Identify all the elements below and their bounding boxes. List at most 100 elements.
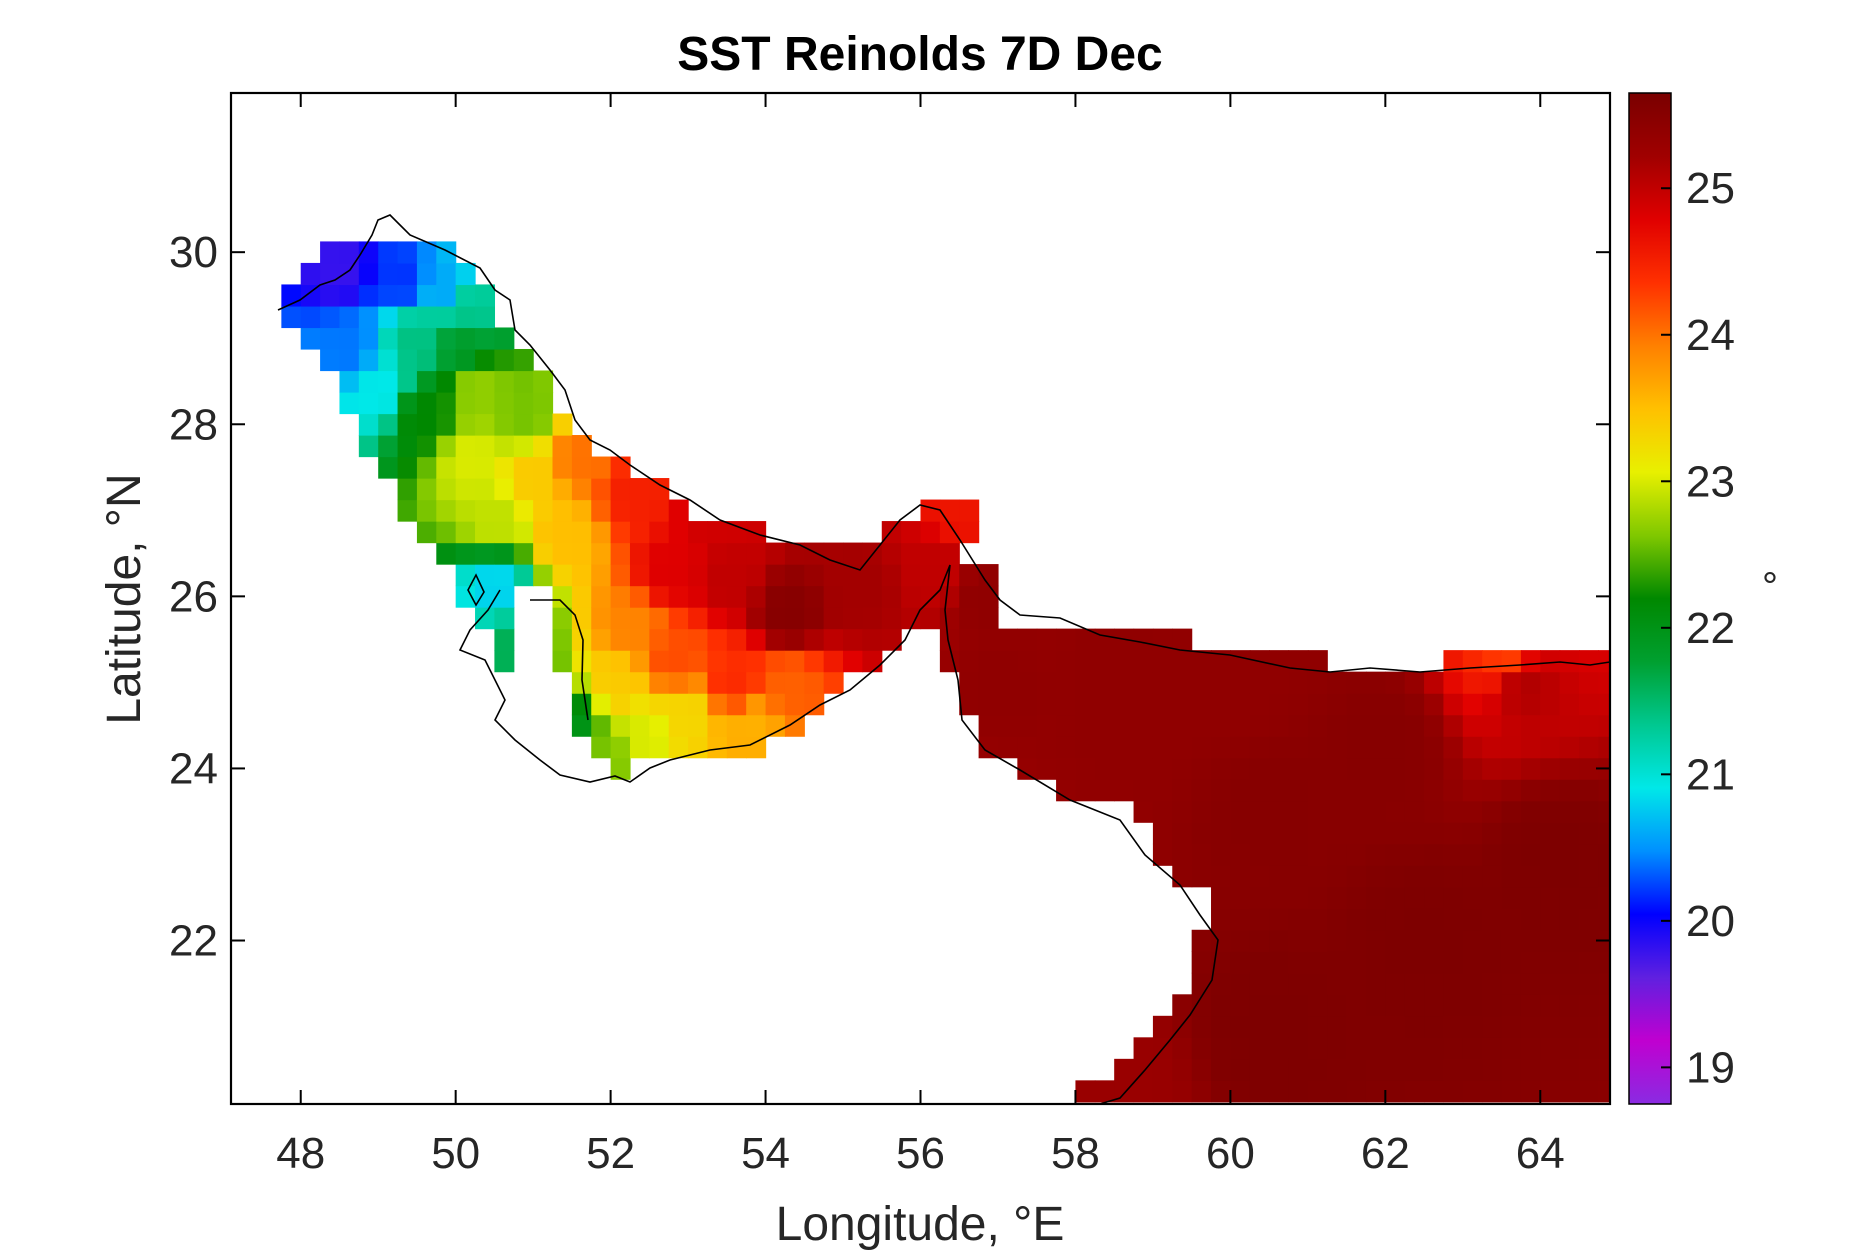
sst-cell <box>668 714 689 737</box>
sst-cell <box>1269 994 1290 1017</box>
sst-cell <box>552 456 573 479</box>
sst-cell <box>920 585 941 608</box>
sst-cell <box>1404 736 1425 759</box>
sst-cell <box>649 542 670 565</box>
sst-cell <box>1211 972 1231 995</box>
sst-cell <box>1501 865 1522 888</box>
sst-cell <box>1133 779 1154 802</box>
sst-cell <box>1327 929 1348 952</box>
sst-cell <box>455 413 476 436</box>
sst-cell <box>1482 843 1503 866</box>
sst-cell <box>358 241 379 264</box>
sst-cell <box>1462 736 1483 759</box>
sst-cell <box>1269 650 1290 673</box>
sst-cell <box>997 714 1018 737</box>
sst-cell <box>1230 757 1251 780</box>
sst-cell <box>1540 994 1561 1017</box>
sst-cell <box>746 628 767 651</box>
sst-cell <box>629 585 650 608</box>
sst-cell <box>1211 736 1231 759</box>
sst-cell <box>513 478 534 501</box>
sst-cell <box>1307 779 1328 802</box>
sst-cell <box>1172 1080 1193 1103</box>
sst-cell <box>726 714 747 737</box>
sst-cell <box>1385 972 1406 995</box>
sst-cell <box>1385 800 1406 823</box>
sst-cell <box>843 585 863 608</box>
sst-cell <box>552 542 573 565</box>
sst-cell <box>591 736 612 759</box>
sst-cell <box>1288 1080 1309 1103</box>
sst-cell <box>1482 994 1503 1017</box>
sst-cell <box>1443 757 1464 780</box>
x-axis: 48 50 52 54 56 58 60 62 64 <box>276 93 1565 1178</box>
sst-cell <box>707 671 728 694</box>
sst-cell <box>1559 1015 1580 1038</box>
sst-cell <box>765 714 786 737</box>
sst-cell <box>784 693 805 716</box>
sst-cell <box>571 714 592 737</box>
sst-cell <box>1211 822 1231 845</box>
sst-cell <box>1559 1037 1580 1060</box>
sst-cell <box>1520 929 1541 952</box>
sst-cell <box>629 628 650 651</box>
sst-cell <box>1579 951 1599 974</box>
sst-cell <box>475 499 496 522</box>
sst-cell <box>1191 714 1212 737</box>
sst-cell <box>1520 908 1541 931</box>
sst-cell <box>1598 1037 1610 1060</box>
sst-cell <box>416 305 437 329</box>
sst-cell <box>1269 714 1290 737</box>
sst-cell <box>668 564 689 587</box>
sst-cell <box>1462 972 1483 995</box>
sst-cell <box>1365 1080 1386 1103</box>
sst-cell <box>1307 951 1328 974</box>
sst-cell <box>1327 1058 1348 1081</box>
sst-cell <box>320 327 341 350</box>
sst-cell <box>997 650 1018 673</box>
sst-cell <box>959 650 980 673</box>
sst-cell <box>1191 1015 1212 1038</box>
sst-cell <box>1307 736 1328 759</box>
sst-cell <box>610 478 631 501</box>
sst-cell <box>1559 822 1580 845</box>
sst-cell <box>1404 757 1425 780</box>
sst-cell <box>1482 1080 1503 1103</box>
sst-cell <box>997 671 1018 694</box>
sst-cell <box>494 499 515 522</box>
sst-cell <box>823 628 844 651</box>
sst-cell <box>358 413 379 436</box>
sst-cell <box>1598 650 1610 673</box>
sst-cell <box>1307 800 1328 823</box>
sst-cell <box>1385 714 1406 737</box>
sst-cell <box>1172 736 1193 759</box>
sst-cell <box>1520 736 1541 759</box>
sst-cell <box>1501 671 1522 694</box>
sst-cell <box>378 327 399 350</box>
sst-cell <box>455 392 476 415</box>
sst-cell <box>668 607 689 630</box>
sst-cell <box>591 585 612 608</box>
sst-cell <box>1152 693 1173 716</box>
sst-cell <box>1385 1058 1406 1081</box>
sst-cell <box>1346 843 1367 866</box>
sst-cell <box>939 542 960 565</box>
sst-cell <box>552 413 573 436</box>
sst-cell <box>339 305 360 329</box>
sst-cell <box>1501 843 1522 866</box>
sst-cell <box>726 607 747 630</box>
sst-cell <box>1036 693 1057 716</box>
sst-cell <box>397 262 418 286</box>
sst-cell <box>1288 693 1309 716</box>
sst-cell <box>1462 929 1483 952</box>
sst-cell <box>1482 1037 1503 1060</box>
sst-cell <box>1249 757 1270 780</box>
sst-cell <box>1520 972 1541 995</box>
sst-cell <box>1443 800 1464 823</box>
sst-cell <box>1598 822 1610 845</box>
colorbar-tick-label: 21 <box>1686 750 1735 799</box>
sst-cell <box>1501 650 1522 673</box>
sst-cell <box>1346 714 1367 737</box>
sst-cell <box>688 736 709 759</box>
sst-cell <box>746 542 767 565</box>
